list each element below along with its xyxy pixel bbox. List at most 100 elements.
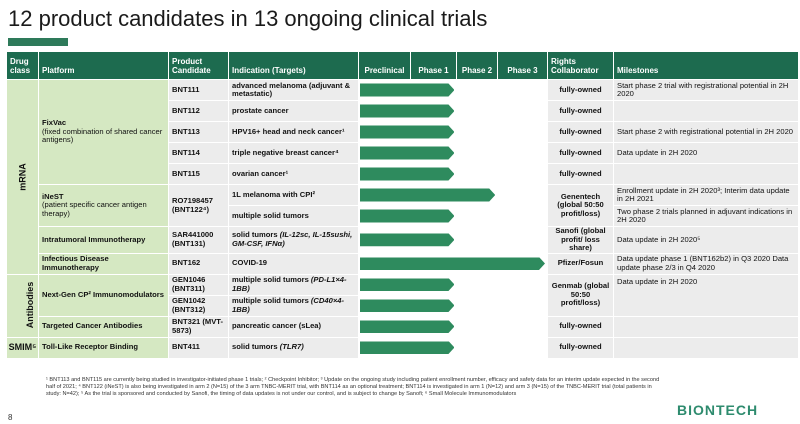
candidate-cell: BNT111 [168,79,229,101]
milestone-cell [613,315,799,338]
table-row: GEN1042 (BNT312) multiple solid tumors (… [7,294,799,317]
phase-progress-arrow [360,257,545,270]
drug-class-smim: SMIM⁵ [6,336,39,359]
indication-cell: prostate cancer [228,100,359,122]
drug-class-antibodies: Antibodies [6,273,39,338]
phase-progress-cell [358,226,548,254]
table-row: Antibodies Next-Gen CP² Immunomodulators… [6,273,799,338]
header-platform: Platform [38,51,169,80]
indication-cell: solid tumors (IL-12sc, IL-15sushi, GM-CS… [228,226,359,254]
footnotes: ¹ BNT113 and BNT115 are currently being … [46,377,660,397]
rights-cell: fully-owned [547,121,614,143]
header-phase1: Phase 1 [410,51,457,80]
phase-progress-arrow [360,233,454,246]
rights-cell: fully-owned [547,315,614,338]
rights-cell: Genmab (global 50:50 profit/loss) [547,273,614,317]
header-drug-class: Drug class [6,51,39,80]
candidate-cell: RO7198457 (BNT122⁴) [168,184,229,227]
candidate-cell: GEN1042 (BNT312) [168,294,229,317]
phase-progress-arrow [360,189,495,202]
phase-progress-arrow [360,320,454,333]
candidate-cell: BNT162 [168,252,229,275]
table-header-row: Drug class Platform Product Candidate In… [6,51,799,80]
platform-infectious: Infectious Disease Immunotherapy [38,252,169,275]
candidate-cell: BNT321 (MVT-5873) [168,315,229,338]
phase-progress-arrow [360,341,454,354]
phase-progress-cell [358,273,548,296]
milestone-cell: Start phase 2 trial with registrational … [613,79,799,101]
platform-intratumoral: Intratumoral Immunotherapy [38,226,169,254]
phase-progress-cell [358,294,548,317]
rights-cell: fully-owned [547,100,614,122]
pipeline-table: Drug class Platform Product Candidate In… [6,51,799,359]
candidate-cell: BNT115 [168,163,229,185]
indication-cell: 1L melanoma with CPI² [228,184,359,206]
milestone-cell: Data update in 2H 2020 [613,273,799,317]
phase-progress-arrow [360,84,454,97]
milestone-cell [613,336,799,359]
rights-cell: Sanofi (global profit/ loss share) [547,226,614,254]
candidate-cell: SAR441000 (BNT131) [168,226,229,254]
phase-progress-cell [358,205,548,227]
phase-progress-cell [358,315,548,338]
phase-progress-cell [358,252,548,275]
indication-cell: COVID-19 [228,252,359,275]
milestone-cell: Enrollment update in 2H 2020³; Interim d… [613,184,799,206]
phase-progress-arrow [360,299,454,312]
phase-progress-arrow [360,278,454,291]
milestone-cell: Data update in 2H 2020 [613,142,799,164]
indication-cell: advanced melanoma (adjuvant & metastatic… [228,79,359,101]
platform-inest: iNeST (patient specific cancer antigen th… [38,184,169,227]
rights-cell: fully-owned [547,142,614,164]
page-title: 12 product candidates in 13 ongoing clin… [8,6,488,31]
phase-progress-arrow [360,105,454,118]
candidate-cell: BNT114 [168,142,229,164]
phase-progress-cell [358,100,548,122]
platform-fixvac: FixVac (fixed combination of shared cance… [38,79,169,185]
header-milestones: Milestones [613,51,799,80]
milestone-cell: Start phase 2 with registrational potent… [613,121,799,143]
table-row: BNT115 ovarian cancer¹ fully-owned [7,163,799,185]
table-row: BNT113 HPV16+ head and neck cancer¹ full… [7,121,799,143]
indication-cell: multiple solid tumors [228,205,359,227]
phase-progress-arrow [360,210,454,223]
candidate-cell: BNT411 [168,336,229,359]
rights-cell: fully-owned [547,163,614,185]
phase-progress-arrow [360,126,454,139]
rights-cell: Pfizer/Fosun [547,252,614,275]
table-row: Infectious Disease Immunotherapy BNT162 … [7,252,799,275]
indication-cell: multiple solid tumors (PD-L1×4-1BB) [228,273,359,296]
phase-progress-cell [358,142,548,164]
table-row: multiple solid tumors Two phase 2 trials… [7,205,799,227]
milestone-cell [613,163,799,185]
indication-cell: multiple solid tumors (CD40×4-1BB) [228,294,359,317]
milestone-cell: Two phase 2 trials planned in adjuvant i… [613,205,799,227]
table-row: mRNA FixVac (fixed combination of shared … [6,79,799,275]
platform-nextgen: Next-Gen CP² Immunomodulators [38,273,169,317]
milestone-cell [613,100,799,122]
table-row: SMIM⁵ Toll-Like Receptor Binding BNT411 … [6,336,799,359]
platform-tlr: Toll-Like Receptor Binding [38,336,169,359]
milestone-cell: Data update phase 1 (BNT162b2) in Q3 202… [613,252,799,275]
table-row: Intratumoral Immunotherapy SAR441000 (BN… [7,226,799,254]
header-rights: Rights Collaborator [547,51,614,80]
phase-progress-cell [358,121,548,143]
indication-cell: solid tumors (TLR7) [228,336,359,359]
indication-cell: ovarian cancer¹ [228,163,359,185]
milestone-cell: Data update in 2H 2020⁵ [613,226,799,254]
phase-progress-arrow [360,147,454,160]
header-candidate: Product Candidate [168,51,229,80]
rights-cell: fully-owned [547,336,614,359]
table-row: BNT114 triple negative breast cancer⁴ fu… [7,142,799,164]
header-phase2: Phase 2 [456,51,498,80]
indication-cell: triple negative breast cancer⁴ [228,142,359,164]
drug-class-mrna: mRNA [6,79,39,275]
indication-cell: HPV16+ head and neck cancer¹ [228,121,359,143]
phase-progress-cell [358,336,548,359]
candidate-cell: BNT113 [168,121,229,143]
title-accent-bar [8,38,68,46]
platform-targeted: Targeted Cancer Antibodies [38,315,169,338]
phase-progress-cell [358,79,548,101]
candidate-cell: GEN1046 (BNT311) [168,273,229,296]
table-row: iNeST (patient specific cancer antigen th… [7,184,799,227]
